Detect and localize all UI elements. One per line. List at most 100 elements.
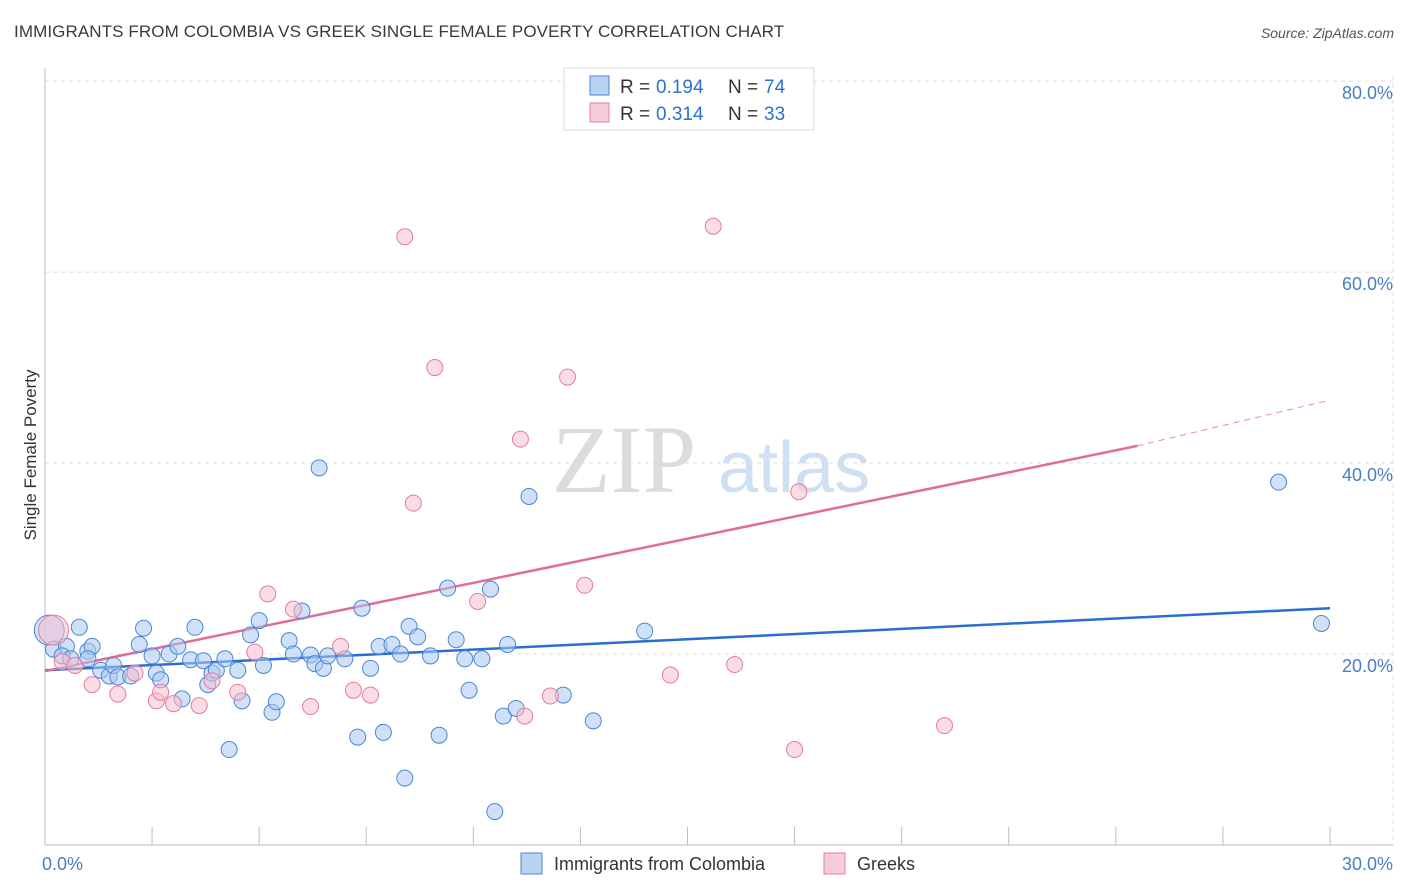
data-point-blue	[284, 645, 302, 663]
data-points	[33, 217, 1330, 821]
data-point-blue	[242, 626, 260, 644]
data-point-pink	[332, 637, 350, 655]
data-point-blue	[229, 661, 247, 679]
data-point-blue	[439, 579, 457, 597]
data-point-pink	[541, 687, 559, 705]
legend-r-label-greeks: R =	[620, 104, 650, 125]
data-point-blue	[267, 693, 285, 711]
data-point-pink	[786, 741, 804, 759]
watermark: ZIP atlas	[552, 406, 870, 513]
correlation-legend: R = 0.194 N = 74 R = 0.314 N = 33	[563, 67, 815, 131]
legend-n-value-colombia: 74	[764, 77, 786, 98]
trend-line-pink	[44, 444, 1138, 673]
y-axis-title: Single Female Poverty	[21, 369, 40, 541]
legend-r-value-greeks: 0.314	[656, 104, 704, 125]
data-point-blue	[473, 650, 491, 668]
data-point-pink	[302, 698, 320, 716]
bottom-legend-label-colombia: Immigrants from Colombia	[554, 854, 766, 874]
data-point-blue	[194, 652, 212, 670]
data-point-pink	[362, 686, 380, 704]
legend-r-label-colombia: R =	[620, 77, 650, 98]
data-point-pink	[511, 430, 529, 448]
data-point-blue	[143, 647, 161, 665]
axes	[44, 68, 1393, 846]
y-tick-label: 20.0%	[1342, 656, 1393, 676]
data-point-blue	[422, 647, 439, 665]
data-point-pink	[559, 368, 577, 386]
data-point-pink	[259, 585, 277, 603]
data-point-blue	[494, 707, 512, 725]
series-legend: Immigrants from Colombia Greeks	[520, 852, 915, 875]
data-point-blue	[349, 728, 367, 746]
bottom-legend-swatch-colombia	[520, 852, 543, 875]
data-point-pink	[66, 656, 84, 674]
data-point-blue	[220, 741, 238, 759]
data-point-blue	[636, 622, 654, 640]
data-point-pink	[404, 494, 422, 512]
data-point-blue	[520, 487, 538, 505]
data-point-pink	[516, 707, 534, 725]
data-point-blue	[396, 769, 414, 787]
data-point-blue	[499, 635, 517, 653]
bottom-legend-swatch-greeks	[823, 852, 846, 875]
trend-line-extension-pink	[1137, 399, 1331, 447]
legend-swatch-greeks	[589, 102, 610, 123]
y-tick-label: 80.0%	[1342, 83, 1393, 103]
trend-line-blue	[44, 606, 1331, 672]
data-point-pink	[426, 359, 444, 377]
data-point-pink	[229, 683, 247, 701]
data-point-blue	[374, 723, 392, 741]
data-point-pink	[284, 600, 302, 618]
legend-n-value-greeks: 33	[764, 104, 785, 125]
data-point-blue	[130, 635, 148, 653]
data-point-blue	[456, 650, 474, 668]
data-point-pink	[396, 228, 414, 246]
data-point-blue	[430, 726, 448, 744]
data-point-pink	[165, 695, 182, 713]
data-point-pink	[469, 593, 487, 611]
bottom-legend-label-greeks: Greeks	[857, 854, 915, 874]
legend-n-label-greeks: N =	[728, 104, 758, 125]
data-point-blue	[70, 618, 88, 636]
legend-swatch-colombia	[589, 75, 610, 96]
chart-title: IMMIGRANTS FROM COLOMBIA VS GREEK SINGLE…	[14, 22, 785, 41]
data-point-pink	[576, 576, 594, 594]
data-point-pink	[203, 672, 221, 690]
data-point-blue	[584, 712, 602, 730]
data-point-pink	[246, 643, 264, 661]
tick-labels: 20.0% 40.0% 60.0% 80.0% 0.0% 30.0%	[42, 83, 1393, 874]
data-point-blue	[1270, 473, 1288, 491]
data-point-blue	[362, 659, 380, 677]
data-point-blue	[409, 628, 427, 646]
data-point-blue	[216, 650, 234, 668]
y-tick-label: 40.0%	[1342, 465, 1393, 485]
data-point-pink	[344, 681, 362, 699]
source-label: Source: ZipAtlas.com	[1260, 25, 1394, 41]
data-point-blue	[353, 599, 371, 617]
data-point-pink	[83, 676, 101, 694]
data-point-blue	[135, 619, 153, 637]
data-point-pink	[126, 664, 144, 682]
y-tick-label: 60.0%	[1342, 274, 1393, 294]
watermark-zip: ZIP	[552, 406, 696, 513]
data-point-blue	[1312, 614, 1330, 632]
legend-r-value-colombia: 0.194	[656, 77, 704, 98]
data-point-blue	[460, 681, 478, 699]
data-point-pink	[109, 685, 127, 703]
data-point-pink	[704, 217, 722, 235]
data-point-pink	[661, 666, 679, 684]
data-point-blue	[250, 612, 268, 630]
data-point-pink	[190, 697, 208, 715]
legend-n-label-colombia: N =	[728, 77, 758, 98]
data-point-blue	[319, 647, 337, 665]
data-point-pink	[726, 656, 744, 674]
data-point-blue	[186, 618, 204, 636]
data-point-blue	[447, 631, 465, 649]
data-point-pink	[152, 683, 170, 701]
data-point-blue	[254, 656, 272, 674]
data-point-blue	[481, 580, 499, 598]
data-point-blue	[392, 645, 410, 663]
data-point-blue	[310, 459, 328, 477]
x-tick-label: 0.0%	[42, 854, 83, 874]
data-point-pink	[38, 614, 70, 646]
